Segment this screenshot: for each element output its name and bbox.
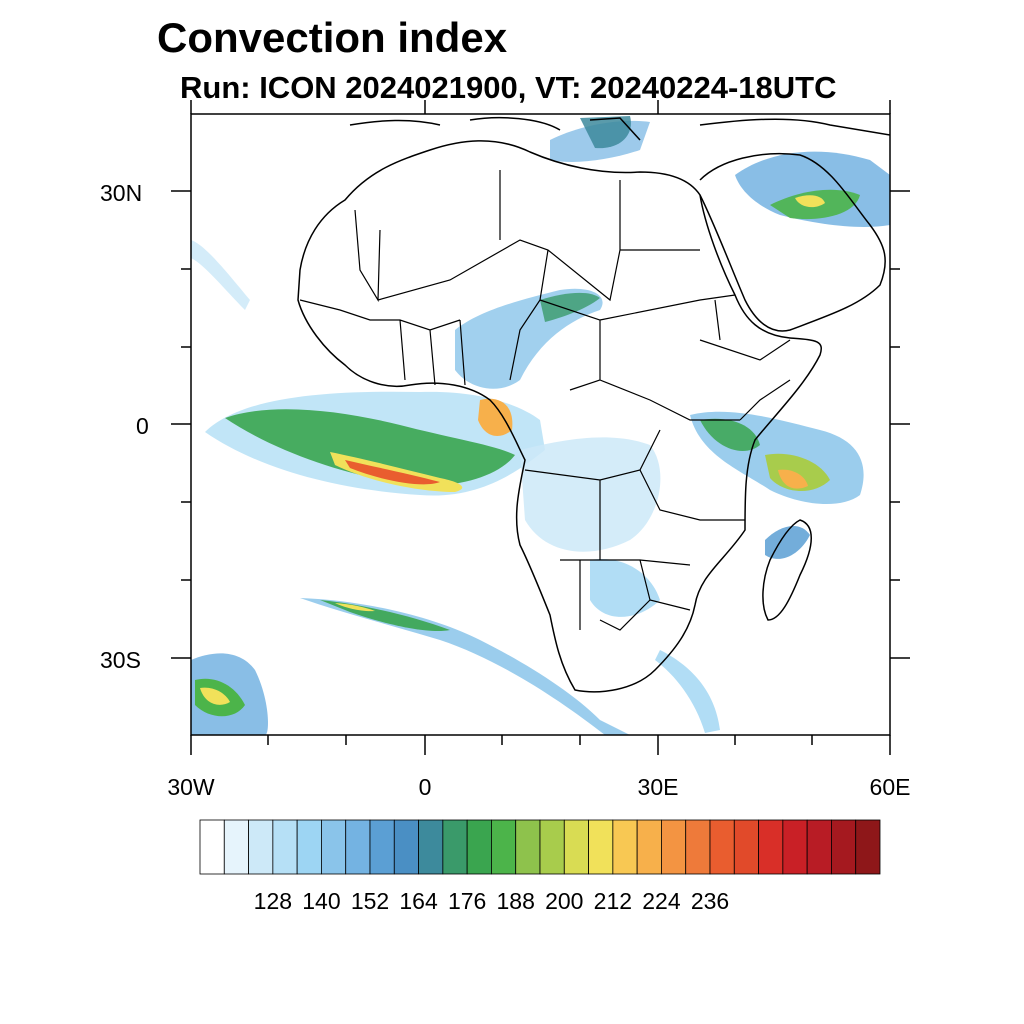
colorbar-swatch: [272, 819, 298, 875]
colorbar-swatch: [223, 819, 249, 875]
country-borders: [299, 170, 791, 631]
colorbar-label: 152: [350, 888, 390, 914]
lat-label-0: 0: [136, 413, 149, 439]
colorbar-swatch: [855, 819, 881, 875]
colorbar-label: 128: [253, 888, 293, 914]
convection-region-madagascar: [765, 525, 810, 559]
convection-region-south-atlantic: [300, 598, 630, 735]
map-title: Convection index: [157, 14, 508, 61]
convection-region-gulf: [478, 398, 513, 436]
convection-region-southern-africa: [590, 559, 660, 617]
convection-region-indian-ocean-peak: [778, 469, 808, 489]
colorbar-swatch: [491, 819, 517, 875]
colorbar-swatch: [418, 819, 444, 875]
colorbar-swatch: [321, 819, 347, 875]
colorbar-swatch: [515, 819, 541, 875]
coastlines-borders: [297, 116, 890, 693]
colorbar-swatch: [588, 819, 614, 875]
convection-region-east-africa-green: [700, 418, 760, 452]
axis-ticks: [171, 100, 910, 755]
colorbar-swatch: [636, 819, 662, 875]
europe-coastline: [349, 116, 890, 141]
colorbar-swatch: [709, 819, 735, 875]
arabia-coastline: [699, 152, 886, 332]
colorbar-swatch: [539, 819, 565, 875]
convection-region-indian-ocean-core: [765, 453, 830, 492]
colorbar-swatch: [758, 819, 784, 875]
convection-region-atlantic-mid: [225, 409, 515, 486]
colorbar-label: 224: [642, 888, 681, 914]
lon-label-60e: 60E: [869, 774, 911, 800]
colorbar-swatch: [466, 819, 492, 875]
colorbar-swatch: [612, 819, 638, 875]
convection-region-arabia-yellow: [795, 195, 825, 208]
colorbar-swatch: [345, 819, 371, 875]
convection-region-arabia: [735, 151, 890, 227]
convection-field: [191, 116, 890, 735]
colorbar-swatch: [442, 819, 468, 875]
colorbar-swatch: [393, 819, 419, 875]
colorbar-swatch: [661, 819, 687, 875]
lon-label-30w: 30W: [167, 774, 215, 800]
colorbar: [199, 819, 881, 875]
colorbar-label: 164: [399, 888, 438, 914]
convection-region-aegean: [580, 116, 631, 149]
colorbar-swatch: [296, 819, 322, 875]
colorbar-label: 200: [545, 888, 584, 914]
africa-coastline: [297, 140, 822, 693]
colorbar-label: 212: [593, 888, 633, 914]
map-subtitle: Run: ICON 2024021900, VT: 20240224-18UTC: [180, 70, 837, 105]
colorbar-swatch: [563, 819, 589, 875]
lat-label-30n: 30N: [100, 180, 143, 206]
convection-region-south-atlantic-yellow: [335, 603, 375, 612]
convection-region-sahel-green: [540, 292, 600, 322]
lon-label-30e: 30E: [637, 774, 679, 800]
colorbar-label: 140: [302, 888, 341, 914]
colorbar-swatch: [733, 819, 759, 875]
lat-label-30s: 30S: [100, 647, 141, 673]
colorbar-swatch: [806, 819, 832, 875]
colorbar-swatch: [685, 819, 711, 875]
colorbar-swatch: [369, 819, 395, 875]
colorbar-swatch: [782, 819, 808, 875]
lon-label-0: 0: [418, 774, 432, 800]
convection-region-atlantic-peak: [345, 460, 440, 485]
convection-region-southwest-yellow: [200, 687, 230, 705]
colorbar-label: 236: [690, 888, 730, 914]
convection-region-west-atlantic: [191, 240, 250, 310]
colorbar-swatch: [831, 819, 857, 875]
convection-region-central-africa: [520, 437, 661, 552]
colorbar-label: 188: [496, 888, 535, 914]
colorbar-label: 176: [447, 888, 487, 914]
madagascar-coastline: [762, 519, 812, 621]
colorbar-swatch: [199, 819, 225, 875]
colorbar-swatch: [248, 819, 274, 875]
convection-region-se-africa: [655, 650, 720, 733]
